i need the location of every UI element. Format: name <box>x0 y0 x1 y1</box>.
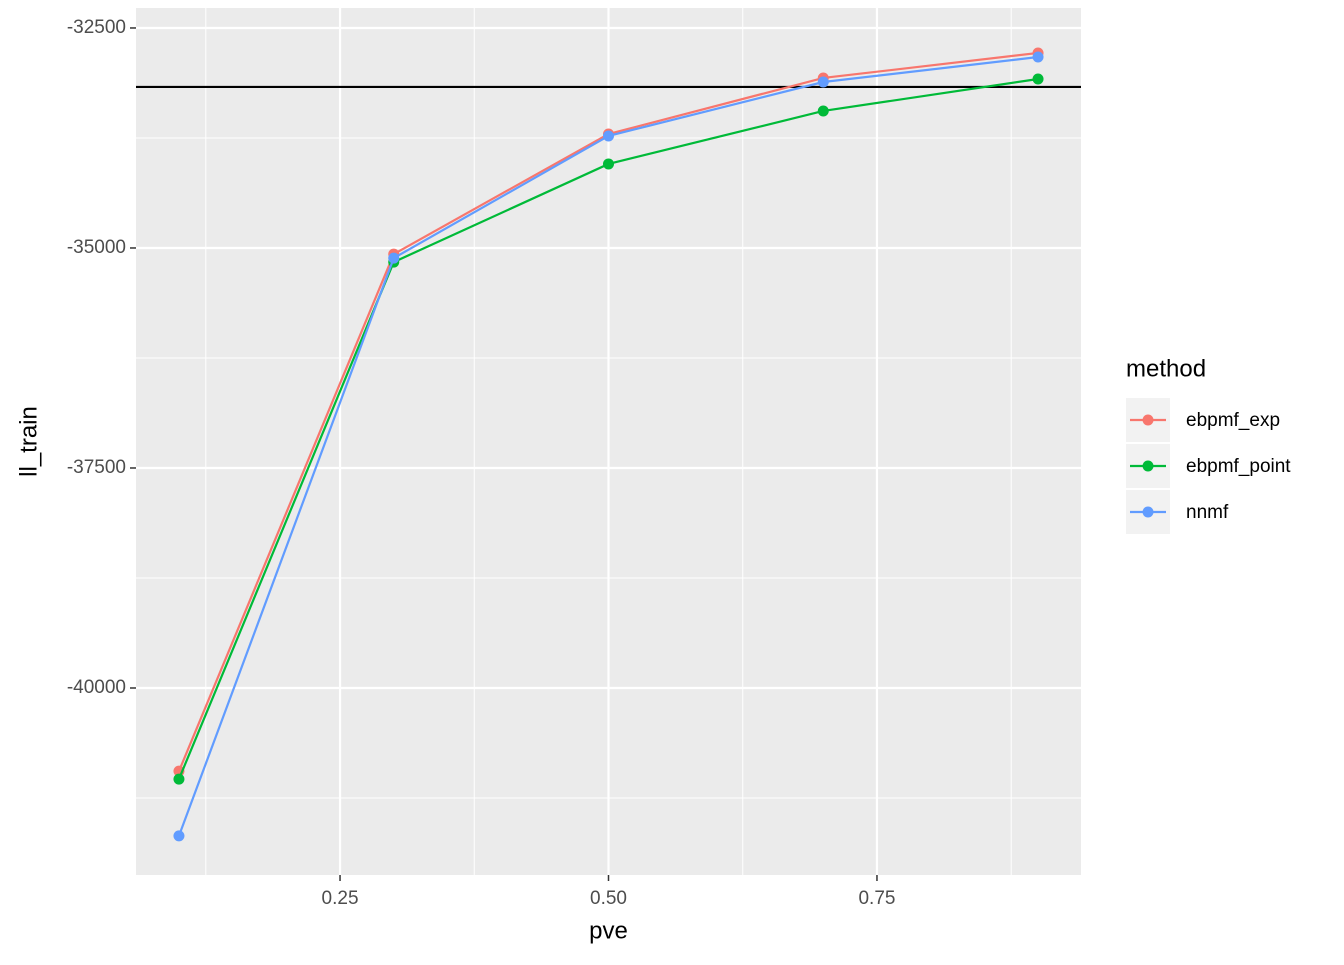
legend-label: nnmf <box>1186 502 1229 523</box>
data-point <box>1032 73 1044 85</box>
data-point <box>817 76 829 88</box>
y-axis-title: ll_train <box>15 406 42 477</box>
legend-label: ebpmf_point <box>1186 456 1291 477</box>
y-tick-label: -35000 <box>67 237 126 258</box>
y-tick-label: -32500 <box>67 17 126 38</box>
data-point <box>603 130 614 142</box>
data-point <box>817 105 829 117</box>
x-tick-label: 0.25 <box>322 888 359 909</box>
legend-point <box>1142 460 1154 472</box>
data-point <box>603 158 614 170</box>
data-point <box>1032 51 1044 63</box>
data-point <box>173 773 185 785</box>
legend-label: ebpmf_exp <box>1186 410 1280 431</box>
legend-point <box>1142 414 1154 426</box>
data-point <box>173 830 185 842</box>
legend-point <box>1142 506 1154 518</box>
y-tick-label: -37500 <box>67 457 126 478</box>
data-point <box>388 252 400 264</box>
x-axis-title: pve <box>589 917 628 944</box>
x-tick-label: 0.50 <box>590 888 627 909</box>
legend-title: method <box>1126 355 1206 382</box>
x-tick-label: 0.75 <box>858 888 895 909</box>
y-tick-label: -40000 <box>67 677 126 698</box>
